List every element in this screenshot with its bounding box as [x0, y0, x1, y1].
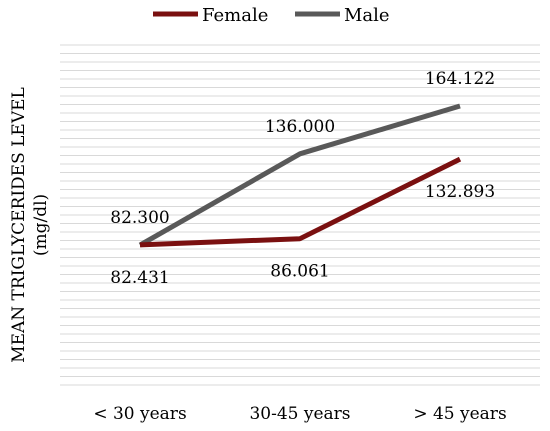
- data-label: 82.431: [110, 268, 169, 288]
- y-axis-label-line-2: (mg/dl): [31, 194, 51, 256]
- data-label: 82.300: [110, 208, 169, 228]
- x-tick-label: 30-45 years: [249, 404, 350, 424]
- x-tick-label: > 45 years: [413, 404, 506, 424]
- data-labels: 82.431 86.061 132.893 82.300 136.000 164.122: [110, 69, 495, 288]
- legend-label: Male: [344, 5, 390, 26]
- x-axis-ticks: < 30 years 30-45 years > 45 years: [93, 404, 506, 424]
- data-label: 164.122: [425, 69, 495, 89]
- y-axis-label-line-1: MEAN TRIGLYCERIDES LEVEL: [9, 87, 29, 363]
- data-label: 86.061: [270, 262, 329, 282]
- data-label: 132.893: [425, 182, 495, 202]
- series-layer: [138, 103, 462, 248]
- data-label: 136.000: [265, 117, 335, 137]
- x-tick-label: < 30 years: [93, 404, 186, 424]
- legend-label: Female: [202, 5, 268, 26]
- legend: Female Male: [153, 5, 390, 26]
- gridlines: [60, 44, 540, 386]
